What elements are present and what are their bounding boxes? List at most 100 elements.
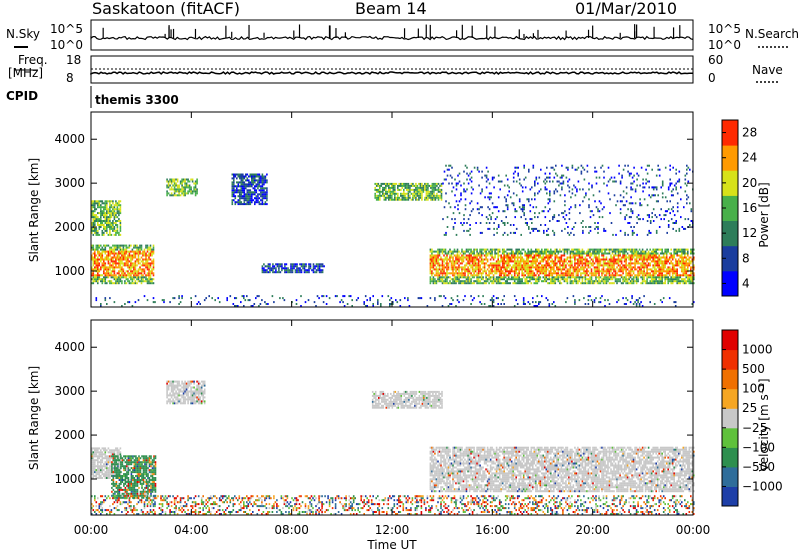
power-echo-cell xyxy=(580,253,582,255)
power-echo-cell xyxy=(486,222,488,224)
power-echo-cell xyxy=(608,167,610,169)
power-echo-cell xyxy=(472,257,474,259)
power-echo-cell xyxy=(610,257,612,259)
power-echo-cell xyxy=(507,206,509,208)
power-echo-cell xyxy=(257,176,259,178)
power-echo-cell xyxy=(570,266,572,268)
power-echo-cell xyxy=(609,212,611,214)
power-echo-cell xyxy=(666,260,668,262)
power-echo-cell xyxy=(108,224,110,226)
power-echo-cell xyxy=(491,272,493,274)
power-echo-cell xyxy=(537,276,539,278)
power-echo-cell xyxy=(513,192,515,194)
power-echo-cell xyxy=(468,230,470,232)
power-echo-cell xyxy=(172,185,174,187)
power-echo-cell xyxy=(135,260,137,262)
power-echo-cell xyxy=(304,271,306,273)
power-echo-cell xyxy=(235,185,237,187)
power-echo-cell xyxy=(118,202,120,204)
power-echo-cell xyxy=(379,189,381,191)
power-echo-cell xyxy=(135,276,137,278)
power-echo-cell xyxy=(278,267,280,269)
power-echo-cell xyxy=(630,173,632,175)
power-echo-cell xyxy=(609,253,611,255)
power-echo-cell xyxy=(491,280,493,282)
power-echo-cell xyxy=(652,282,654,284)
power-echo-cell xyxy=(531,276,533,278)
power-echo-cell xyxy=(136,274,138,276)
power-echo-cell xyxy=(690,274,692,276)
power-echo-cell xyxy=(449,276,451,278)
power-echo-cell xyxy=(181,185,183,187)
power-echo-cell xyxy=(514,208,516,210)
power-echo-cell xyxy=(638,214,640,216)
power-echo-cell xyxy=(96,249,98,251)
power-echo-cell xyxy=(166,190,168,192)
power-echo-cell xyxy=(520,264,522,266)
power-echo-cell xyxy=(624,257,626,259)
power-echo-cell xyxy=(436,266,438,268)
power-echo-cell xyxy=(625,251,627,253)
power-echo-cell xyxy=(459,181,461,183)
power-echo-cell xyxy=(266,189,268,191)
power-echo-cell xyxy=(660,253,662,255)
power-echo-cell xyxy=(257,193,259,195)
power-echo-cell xyxy=(126,249,128,251)
power-echo-cell xyxy=(236,201,238,203)
power-echo-cell xyxy=(457,249,459,251)
power-echo-cell xyxy=(597,260,599,262)
power-echo-cell xyxy=(686,270,688,272)
power-echo-cell xyxy=(637,255,639,257)
power-echo-cell xyxy=(470,280,472,282)
power-echo-cell xyxy=(509,278,511,280)
power-echo-cell xyxy=(322,271,324,273)
power-echo-cell xyxy=(190,179,192,181)
power-echo-cell xyxy=(502,249,504,251)
power-echo-cell xyxy=(517,257,519,259)
power-echo-cell xyxy=(195,186,197,188)
power-echo-cell xyxy=(135,274,137,276)
power-echo-cell xyxy=(105,259,107,261)
power-echo-cell xyxy=(642,218,644,220)
power-echo-cell xyxy=(518,264,520,266)
power-echo-cell xyxy=(577,253,579,255)
power-echo-cell xyxy=(123,259,125,261)
power-echo-cell xyxy=(435,185,437,187)
power-echo-cell xyxy=(112,224,114,226)
power-echo-cell xyxy=(121,280,123,282)
power-echo-cell xyxy=(604,262,606,264)
power-echo-cell xyxy=(581,165,583,167)
power-echo-cell xyxy=(636,278,638,280)
power-echo-cell xyxy=(681,251,683,253)
power-echo-cell xyxy=(550,249,552,251)
power-echo-cell xyxy=(572,165,574,167)
power-echo-cell xyxy=(554,200,556,202)
power-echo-cell xyxy=(503,274,505,276)
power-echo-cell xyxy=(421,183,423,185)
power-echo-cell xyxy=(120,268,122,270)
power-echo-cell xyxy=(561,274,563,276)
power-echo-cell xyxy=(482,253,484,255)
power-echo-cell xyxy=(496,253,498,255)
power-echo-cell xyxy=(439,197,441,199)
power-echo-cell xyxy=(133,255,135,257)
power-echo-cell xyxy=(499,181,501,183)
power-echo-cell xyxy=(503,272,505,274)
power-echo-cell xyxy=(177,188,179,190)
power-echo-cell xyxy=(616,260,618,262)
power-echo-cell xyxy=(473,259,475,261)
power-echo-cell xyxy=(109,226,111,228)
power-echo-cell xyxy=(486,181,488,183)
power-echo-cell xyxy=(120,270,122,272)
power-echo-cell xyxy=(546,234,548,236)
power-echo-cell xyxy=(493,280,495,282)
power-echo-cell xyxy=(479,260,481,262)
power-echo-cell xyxy=(621,177,623,179)
power-echo-cell xyxy=(562,276,564,278)
power-echo-cell xyxy=(676,270,678,272)
power-echo-cell xyxy=(196,192,198,194)
power-echo-cell xyxy=(672,282,674,284)
power-echo-cell xyxy=(544,272,546,274)
power-echo-cell xyxy=(630,270,632,272)
power-echo-cell xyxy=(618,280,620,282)
